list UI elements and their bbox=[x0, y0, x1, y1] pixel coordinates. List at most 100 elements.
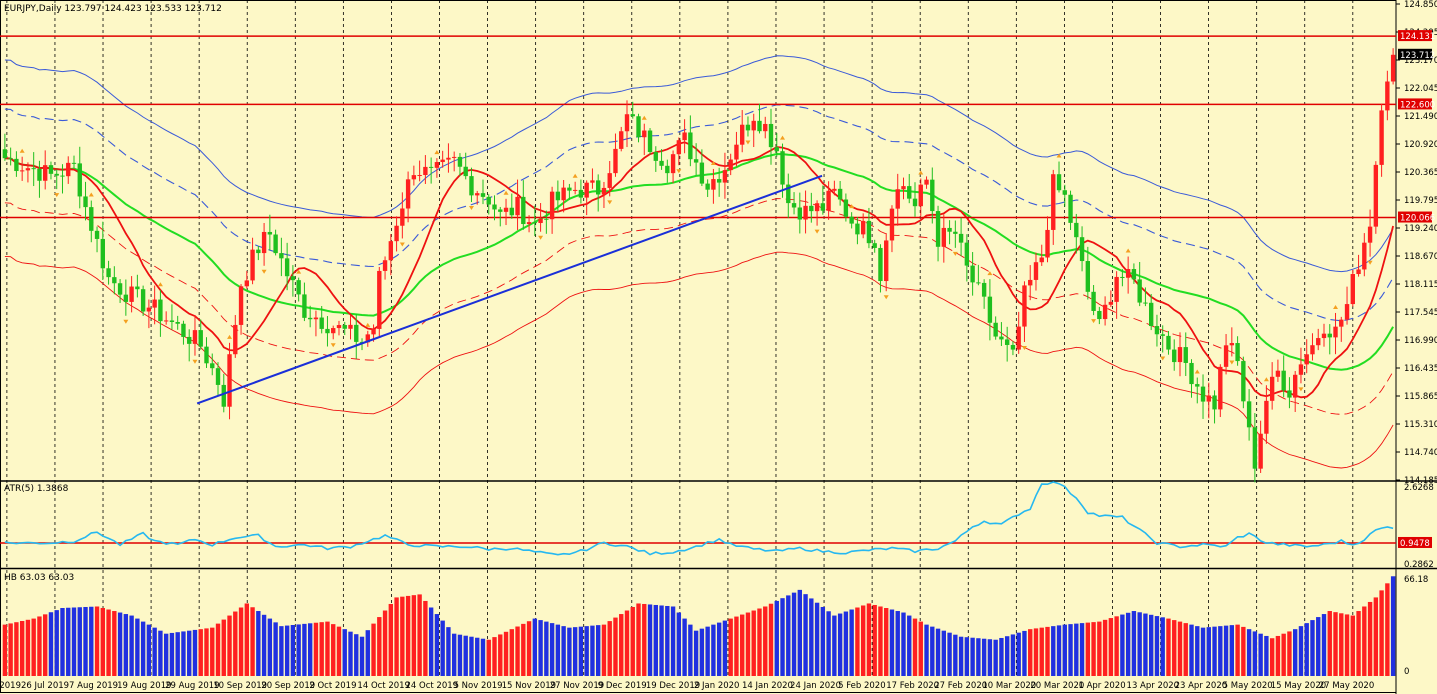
hb-bar bbox=[1039, 627, 1044, 676]
hb-bar bbox=[37, 616, 42, 676]
hb-bar bbox=[1085, 622, 1091, 676]
candle-body bbox=[2, 149, 8, 159]
hb-bar bbox=[319, 622, 324, 676]
candle-body bbox=[532, 222, 538, 224]
candle-body bbox=[757, 120, 762, 132]
candle-body bbox=[394, 225, 399, 242]
hb-bar bbox=[699, 628, 705, 676]
candle-body bbox=[1281, 370, 1286, 391]
hb-bar bbox=[1321, 614, 1327, 676]
price-axis: 124.850124.295123.170122.045121.490120.9… bbox=[1396, 0, 1437, 677]
candle-body bbox=[1373, 164, 1379, 227]
candle-body bbox=[987, 296, 993, 323]
candle-body bbox=[515, 196, 520, 216]
fractal-marker bbox=[1263, 377, 1269, 382]
candle-body bbox=[555, 191, 561, 201]
hb-bar bbox=[1137, 612, 1142, 676]
price-label: 116.435 bbox=[1404, 364, 1437, 374]
candle-body bbox=[94, 230, 100, 239]
candle-body bbox=[187, 336, 192, 344]
hb-bar bbox=[544, 621, 549, 676]
candle-body bbox=[60, 175, 65, 177]
hb-bar bbox=[567, 627, 572, 676]
candle-body bbox=[1022, 285, 1027, 327]
candle-body bbox=[1108, 301, 1114, 305]
price-label: 118.115 bbox=[1404, 280, 1437, 290]
hb-bar bbox=[446, 627, 451, 676]
hb-bar bbox=[607, 621, 612, 676]
hb-bar bbox=[509, 629, 514, 676]
hb-bar bbox=[284, 625, 290, 676]
hb-bar bbox=[503, 631, 509, 676]
hb-bar bbox=[1010, 634, 1016, 676]
hb-bar bbox=[1183, 623, 1188, 676]
hb-bar bbox=[480, 638, 486, 676]
atr-header: ATR(5) 1.3868 bbox=[4, 484, 69, 494]
candle-body bbox=[1356, 269, 1361, 275]
hb-bar bbox=[463, 635, 468, 676]
hb-bar bbox=[774, 600, 779, 676]
hb-bar bbox=[601, 624, 607, 676]
candle-body bbox=[930, 179, 935, 212]
price-tag-text: 0.9478 bbox=[1400, 539, 1430, 549]
price-label: 124.850 bbox=[1404, 0, 1437, 10]
candle-body bbox=[665, 165, 670, 174]
price-tag-text: 123.712 bbox=[1400, 51, 1435, 61]
candle-body bbox=[204, 346, 209, 364]
candle-body bbox=[106, 268, 111, 278]
candle-body bbox=[1333, 326, 1338, 338]
hb-bar bbox=[1079, 623, 1085, 676]
hb-bar bbox=[8, 623, 13, 676]
candle-body bbox=[734, 144, 739, 160]
candle-body bbox=[158, 299, 163, 322]
fractal-marker bbox=[434, 150, 440, 155]
hb-bar bbox=[290, 625, 296, 676]
hb-bar bbox=[440, 620, 445, 676]
price-label: 120.920 bbox=[1404, 140, 1437, 150]
hb-bar bbox=[837, 613, 843, 676]
hb-bar bbox=[1212, 626, 1217, 676]
candle-body bbox=[221, 384, 226, 407]
hb-bar bbox=[302, 623, 307, 676]
hb-bar bbox=[705, 626, 710, 676]
time-label: 14 Jan 2020 bbox=[742, 681, 793, 691]
upper-band bbox=[4, 55, 1394, 273]
hb-bar bbox=[682, 618, 687, 676]
hb-bar bbox=[820, 606, 826, 676]
candle-body bbox=[1143, 302, 1148, 304]
candle-body bbox=[814, 203, 820, 212]
hb-bar bbox=[227, 615, 232, 676]
hb-bar bbox=[693, 630, 699, 676]
time-label: 15 May 2020 bbox=[1271, 681, 1326, 691]
hb-bar bbox=[924, 624, 929, 676]
hb-bar bbox=[1264, 635, 1269, 676]
fractal-marker bbox=[227, 334, 233, 339]
candle-body bbox=[434, 162, 440, 168]
price-label: 116.990 bbox=[1404, 336, 1437, 346]
candle-body bbox=[1148, 302, 1154, 327]
hb-bar bbox=[135, 618, 140, 676]
candle-body bbox=[832, 188, 837, 191]
hb-bar bbox=[100, 608, 105, 676]
candle-body bbox=[774, 147, 779, 152]
hb-bar bbox=[457, 634, 463, 676]
hb-bar bbox=[964, 637, 970, 676]
hb-bar bbox=[659, 605, 664, 676]
hb-bar bbox=[647, 604, 653, 676]
candle-body bbox=[636, 116, 641, 138]
hb-bar bbox=[1160, 617, 1165, 676]
hb-bar bbox=[636, 603, 641, 676]
candle-body bbox=[181, 323, 186, 337]
candle-body bbox=[469, 176, 474, 196]
hb-bar bbox=[526, 621, 532, 676]
candle-body bbox=[561, 187, 566, 201]
hb-bar bbox=[1373, 597, 1379, 676]
candle-body bbox=[256, 249, 261, 254]
time-label: 2 Oct 2019 bbox=[309, 681, 356, 691]
hb-bar bbox=[1223, 625, 1229, 676]
candle-body bbox=[1195, 384, 1200, 387]
fractal-marker bbox=[710, 160, 716, 165]
fractal-marker bbox=[987, 271, 993, 276]
hb-bar bbox=[117, 612, 123, 676]
